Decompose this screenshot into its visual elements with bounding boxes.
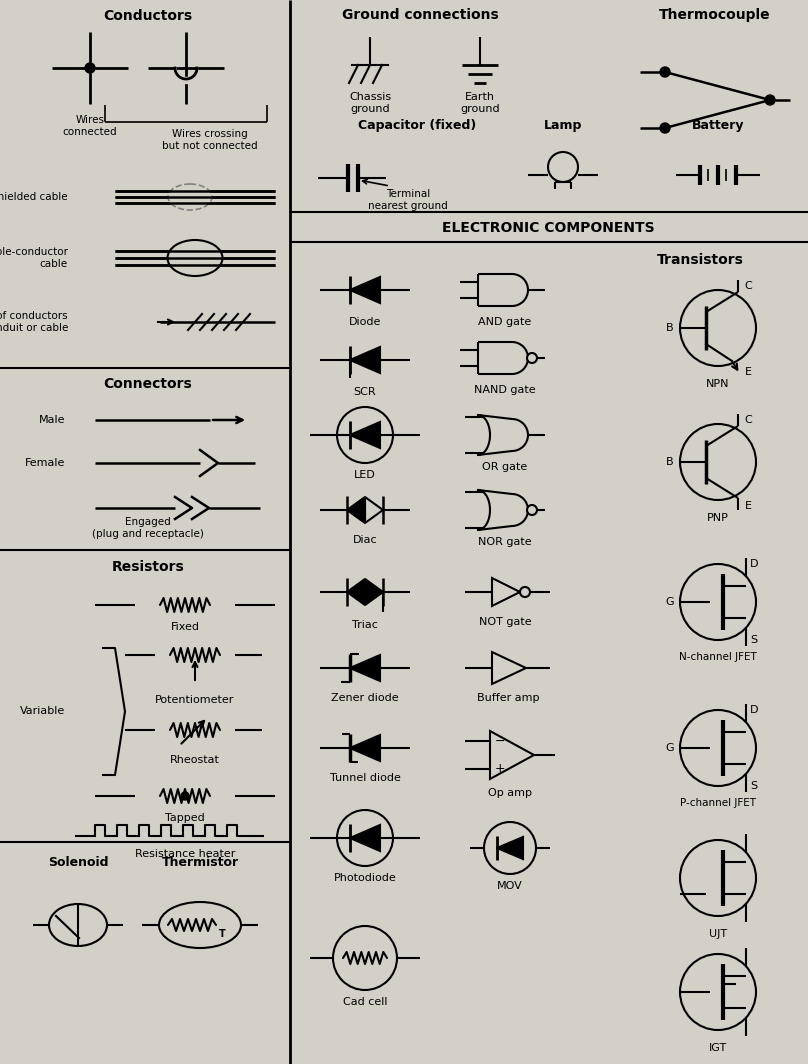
Text: Diode: Diode xyxy=(349,317,381,327)
Ellipse shape xyxy=(49,904,107,946)
Text: PNP: PNP xyxy=(707,513,729,523)
Text: C: C xyxy=(744,415,752,425)
Circle shape xyxy=(85,63,95,73)
Text: Ground connections: Ground connections xyxy=(342,9,499,22)
Text: Male: Male xyxy=(39,415,65,425)
Text: Capacitor (fixed): Capacitor (fixed) xyxy=(358,119,476,133)
Text: Resistance heater: Resistance heater xyxy=(135,849,235,859)
Text: Shielded cable: Shielded cable xyxy=(0,192,68,202)
Text: NOT gate: NOT gate xyxy=(478,617,532,627)
Text: Potentiometer: Potentiometer xyxy=(155,695,234,705)
Text: B: B xyxy=(666,458,674,467)
Text: G: G xyxy=(666,743,675,753)
Polygon shape xyxy=(350,277,380,303)
Text: Chassis
ground: Chassis ground xyxy=(349,93,391,114)
Text: Cad cell: Cad cell xyxy=(343,997,387,1007)
Text: B: B xyxy=(666,323,674,333)
Text: Solenoid: Solenoid xyxy=(48,855,108,868)
Text: Resistors: Resistors xyxy=(112,560,184,573)
Polygon shape xyxy=(350,655,380,681)
Text: NOR gate: NOR gate xyxy=(478,537,532,547)
Polygon shape xyxy=(350,735,380,761)
Text: P-channel JFET: P-channel JFET xyxy=(680,798,756,808)
Text: NAND gate: NAND gate xyxy=(474,385,536,395)
Text: D: D xyxy=(750,559,758,569)
Text: T: T xyxy=(219,929,225,940)
Text: Fixed: Fixed xyxy=(170,622,200,632)
Text: Buffer amp: Buffer amp xyxy=(477,693,539,703)
Circle shape xyxy=(680,564,756,641)
Text: LED: LED xyxy=(354,470,376,480)
Circle shape xyxy=(680,710,756,786)
Text: Wires
connected: Wires connected xyxy=(63,115,117,137)
Circle shape xyxy=(527,353,537,363)
Circle shape xyxy=(527,505,537,515)
Text: IGT: IGT xyxy=(709,1043,727,1053)
Polygon shape xyxy=(347,579,365,605)
Text: Tunnel diode: Tunnel diode xyxy=(330,774,401,783)
Circle shape xyxy=(680,954,756,1030)
Text: Battery: Battery xyxy=(692,119,744,133)
Text: Conductors: Conductors xyxy=(103,9,192,23)
Polygon shape xyxy=(365,579,383,605)
Polygon shape xyxy=(497,837,523,859)
Text: N-channel JFET: N-channel JFET xyxy=(680,652,757,662)
Text: Zener diode: Zener diode xyxy=(331,693,399,703)
Text: Lamp: Lamp xyxy=(544,119,583,133)
Ellipse shape xyxy=(168,184,212,210)
Text: Op amp: Op amp xyxy=(488,788,532,798)
Text: UJT: UJT xyxy=(709,929,727,940)
Text: E: E xyxy=(744,367,751,377)
Text: MOV: MOV xyxy=(497,881,523,891)
Text: E: E xyxy=(744,501,751,511)
Text: NPN: NPN xyxy=(706,379,730,389)
Circle shape xyxy=(484,822,536,874)
Polygon shape xyxy=(350,825,380,851)
Text: Tapped: Tapped xyxy=(165,813,205,822)
Text: SCR: SCR xyxy=(354,387,377,397)
Circle shape xyxy=(337,810,393,866)
Text: Triac: Triac xyxy=(352,620,378,630)
Text: Transistors: Transistors xyxy=(657,253,743,267)
Text: +: + xyxy=(494,763,505,776)
Text: Photodiode: Photodiode xyxy=(334,872,397,883)
Text: Terminal
nearest ground: Terminal nearest ground xyxy=(368,189,448,211)
Text: −: − xyxy=(494,734,505,748)
Text: Female: Female xyxy=(24,458,65,468)
Text: ELECTRONIC COMPONENTS: ELECTRONIC COMPONENTS xyxy=(442,221,654,235)
Circle shape xyxy=(680,290,756,366)
Circle shape xyxy=(680,423,756,500)
Text: C: C xyxy=(744,281,752,290)
Polygon shape xyxy=(350,422,380,448)
Text: D: D xyxy=(750,705,758,715)
Text: Earth
ground: Earth ground xyxy=(461,93,500,114)
Text: Variable: Variable xyxy=(19,706,65,716)
Ellipse shape xyxy=(167,240,222,276)
Text: Thermistor: Thermistor xyxy=(162,855,238,868)
Text: S: S xyxy=(751,635,758,645)
Text: Diac: Diac xyxy=(352,535,377,545)
Text: Number of conductors
in conduit or cable: Number of conductors in conduit or cable xyxy=(0,311,68,333)
Text: AND gate: AND gate xyxy=(478,317,532,327)
Circle shape xyxy=(520,587,530,597)
Text: Connectors: Connectors xyxy=(103,377,192,390)
Text: Rheostat: Rheostat xyxy=(170,755,220,765)
Circle shape xyxy=(181,792,189,800)
Polygon shape xyxy=(347,497,365,523)
Text: G: G xyxy=(666,597,675,606)
Text: Engaged
(plug and receptacle): Engaged (plug and receptacle) xyxy=(92,517,204,538)
Ellipse shape xyxy=(159,902,241,948)
Text: Multiple-conductor
cable: Multiple-conductor cable xyxy=(0,247,68,269)
Polygon shape xyxy=(350,347,380,373)
Text: OR gate: OR gate xyxy=(482,462,528,472)
Circle shape xyxy=(337,408,393,463)
Circle shape xyxy=(680,839,756,916)
Circle shape xyxy=(660,123,670,133)
Circle shape xyxy=(660,67,670,77)
Text: S: S xyxy=(751,781,758,791)
Circle shape xyxy=(765,95,775,105)
Circle shape xyxy=(333,926,397,990)
Text: Wires crossing
but not connected: Wires crossing but not connected xyxy=(162,129,258,151)
Text: Thermocouple: Thermocouple xyxy=(659,9,771,22)
